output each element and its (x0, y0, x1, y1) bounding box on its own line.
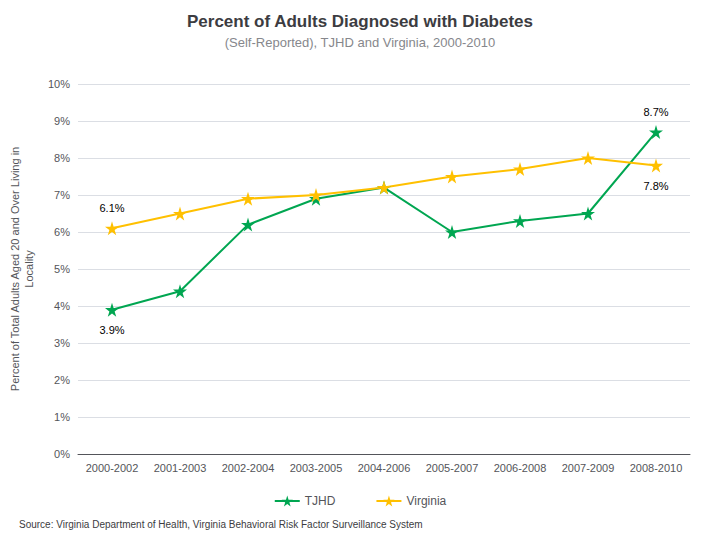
svg-text:8%: 8% (54, 152, 70, 164)
svg-text:2000-2002: 2000-2002 (86, 462, 139, 474)
svg-text:2004-2006: 2004-2006 (358, 462, 411, 474)
svg-text:TJHD: TJHD (305, 494, 336, 508)
svg-text:10%: 10% (48, 78, 70, 90)
svg-text:2003-2005: 2003-2005 (290, 462, 343, 474)
svg-text:3.9%: 3.9% (99, 324, 124, 336)
svg-text:7.8%: 7.8% (643, 180, 668, 192)
svg-text:2005-2007: 2005-2007 (426, 462, 479, 474)
svg-text:Virginia: Virginia (406, 494, 446, 508)
svg-text:Source: Virginia Department of: Source: Virginia Department of Health, V… (19, 519, 423, 530)
svg-text:0%: 0% (54, 448, 70, 460)
svg-text:8.7%: 8.7% (643, 106, 668, 118)
svg-text:2002-2004: 2002-2004 (222, 462, 275, 474)
svg-text:2%: 2% (54, 374, 70, 386)
svg-text:1%: 1% (54, 411, 70, 423)
svg-text:5%: 5% (54, 263, 70, 275)
svg-text:4%: 4% (54, 300, 70, 312)
svg-text:2006-2008: 2006-2008 (494, 462, 547, 474)
svg-text:6.1%: 6.1% (99, 202, 124, 214)
svg-text:2008-2010: 2008-2010 (630, 462, 683, 474)
svg-text:6%: 6% (54, 226, 70, 238)
svg-text:2001-2003: 2001-2003 (154, 462, 207, 474)
svg-text:3%: 3% (54, 337, 70, 349)
svg-text:Percent of Total Adults Aged 2: Percent of Total Adults Aged 20 and Over… (9, 147, 21, 391)
svg-text:9%: 9% (54, 115, 70, 127)
svg-text:(Self-Reported), TJHD and Virg: (Self-Reported), TJHD and Virginia, 2000… (225, 35, 496, 50)
svg-text:7%: 7% (54, 189, 70, 201)
svg-text:2007-2009: 2007-2009 (562, 462, 615, 474)
svg-text:Locality: Locality (23, 250, 35, 288)
svg-text:Percent of Adults Diagnosed wi: Percent of Adults Diagnosed with Diabete… (187, 12, 533, 31)
